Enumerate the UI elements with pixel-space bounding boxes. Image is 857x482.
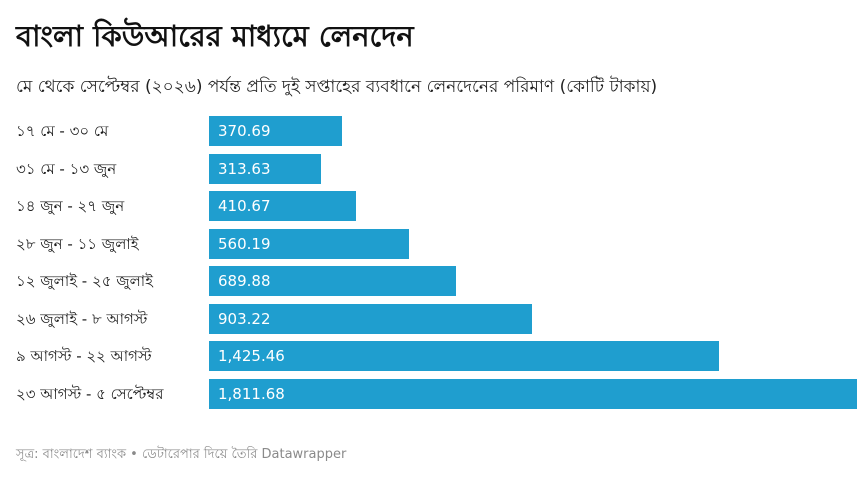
bar [209, 116, 342, 146]
category-label: ৩১ মে - ১৩ জুন [16, 159, 117, 178]
chart-title: বাংলা কিউআরের মাধ্যমে লেনদেন [16, 19, 414, 53]
chart-row: ২৩ আগস্ট - ৫ সেপ্টেম্বর 1,811.68 [0, 378, 857, 409]
bar-value-label: 1,425.46 [218, 347, 285, 365]
category-label: ২৮ জুন - ১১ জুলাই [16, 234, 139, 253]
category-label: ২৬ জুলাই - ৮ আগস্ট [16, 309, 148, 328]
chart-row: ২৬ জুলাই - ৮ আগস্ট 903.22 [0, 303, 857, 334]
bar [209, 228, 409, 259]
bar [209, 341, 719, 371]
bar-value-label: 560.19 [218, 234, 271, 253]
category-label: ১২ জুলাই - ২৫ জুলাই [16, 272, 153, 290]
chart-row: ৯ আগস্ট - ২২ আগস্ট 1,425.46 [0, 341, 857, 371]
category-label: ১৪ জুন - ২৭ জুন [16, 197, 125, 215]
bar-chart: ১৭ মে - ৩০ মে 370.69 ৩১ মে - ১৩ জুন 313.63 ১… [0, 116, 857, 416]
bar-value-label: 689.88 [218, 272, 271, 290]
chart-row: ১২ জুলাই - ২৫ জুলাই 689.88 [0, 266, 857, 296]
chart-row: ১৪ জুন - ২৭ জুন 410.67 [0, 191, 857, 221]
category-label: ৯ আগস্ট - ২২ আগস্ট [16, 347, 152, 365]
chart-row: ২৮ জুন - ১১ জুলাই 560.19 [0, 228, 857, 259]
bar-value-label: 903.22 [218, 309, 271, 328]
source-footer: সূত্র: বাংলাদেশ ব্যাংক • ডেটারেপার দিয়ে… [16, 447, 347, 462]
chart-row: ৩১ মে - ১৩ জুন 313.63 [0, 153, 857, 184]
bar-value-label: 410.67 [218, 197, 271, 215]
chart-row: ১৭ মে - ৩০ মে 370.69 [0, 116, 857, 146]
bar [209, 191, 356, 221]
bar-value-label: 370.69 [218, 122, 271, 140]
bar-value-label: 313.63 [218, 159, 271, 178]
bar [209, 266, 456, 296]
bar-value-label: 1,811.68 [218, 384, 285, 403]
category-label: ২৩ আগস্ট - ৫ সেপ্টেম্বর [16, 384, 164, 403]
bar [209, 303, 532, 334]
bar [209, 378, 857, 409]
chart-subtitle: মে থেকে সেপ্টেম্বর (২০২৬) পর্যন্ত প্রতি … [16, 77, 658, 97]
bar [209, 153, 321, 184]
category-label: ১৭ মে - ৩০ মে [16, 122, 109, 140]
